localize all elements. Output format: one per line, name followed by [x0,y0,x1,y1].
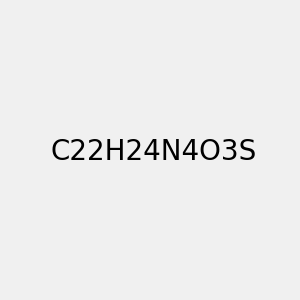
Text: C22H24N4O3S: C22H24N4O3S [51,137,257,166]
